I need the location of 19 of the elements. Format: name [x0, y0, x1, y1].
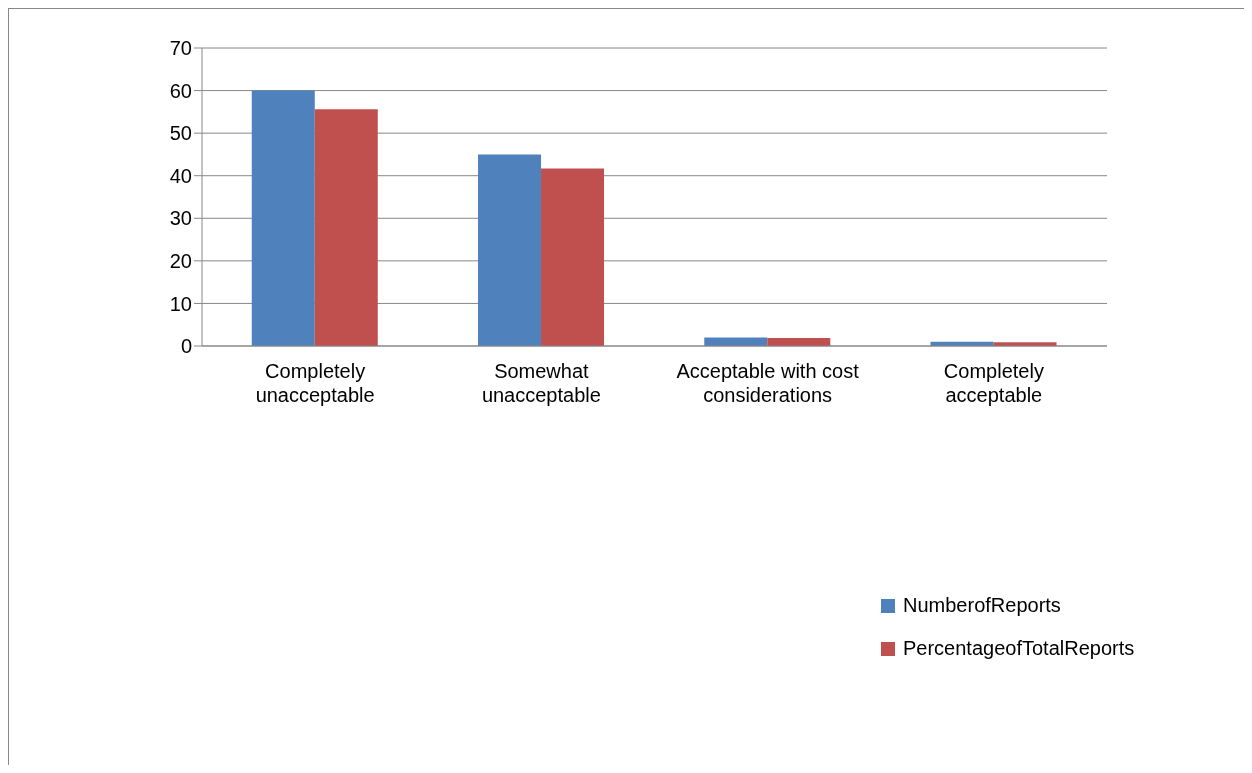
bar — [478, 154, 542, 346]
y-tick-label: 40 — [169, 164, 192, 187]
y-tick-label: 0 — [180, 335, 192, 358]
x-tick-label: Acceptable with cost considerations — [676, 360, 860, 406]
x-tick-label: Completely acceptable — [943, 360, 1044, 406]
bar — [704, 337, 768, 346]
y-tick-label: 30 — [169, 207, 192, 230]
y-tick-label: 10 — [169, 292, 192, 315]
y-tick-label: 60 — [169, 79, 192, 102]
legend-label: NumberofReports — [903, 594, 1061, 617]
x-tick-label: Somewhat unacceptable — [481, 360, 601, 406]
legend-label: PercentageofTotalReports — [903, 637, 1135, 660]
bar — [541, 168, 605, 346]
y-tick-label: 70 — [169, 37, 192, 60]
y-tick-label: 20 — [169, 249, 192, 272]
bar — [251, 90, 315, 346]
bar — [314, 109, 378, 346]
y-tick-label: 50 — [169, 122, 192, 145]
x-tick-label: Completely unacceptable — [255, 360, 375, 406]
